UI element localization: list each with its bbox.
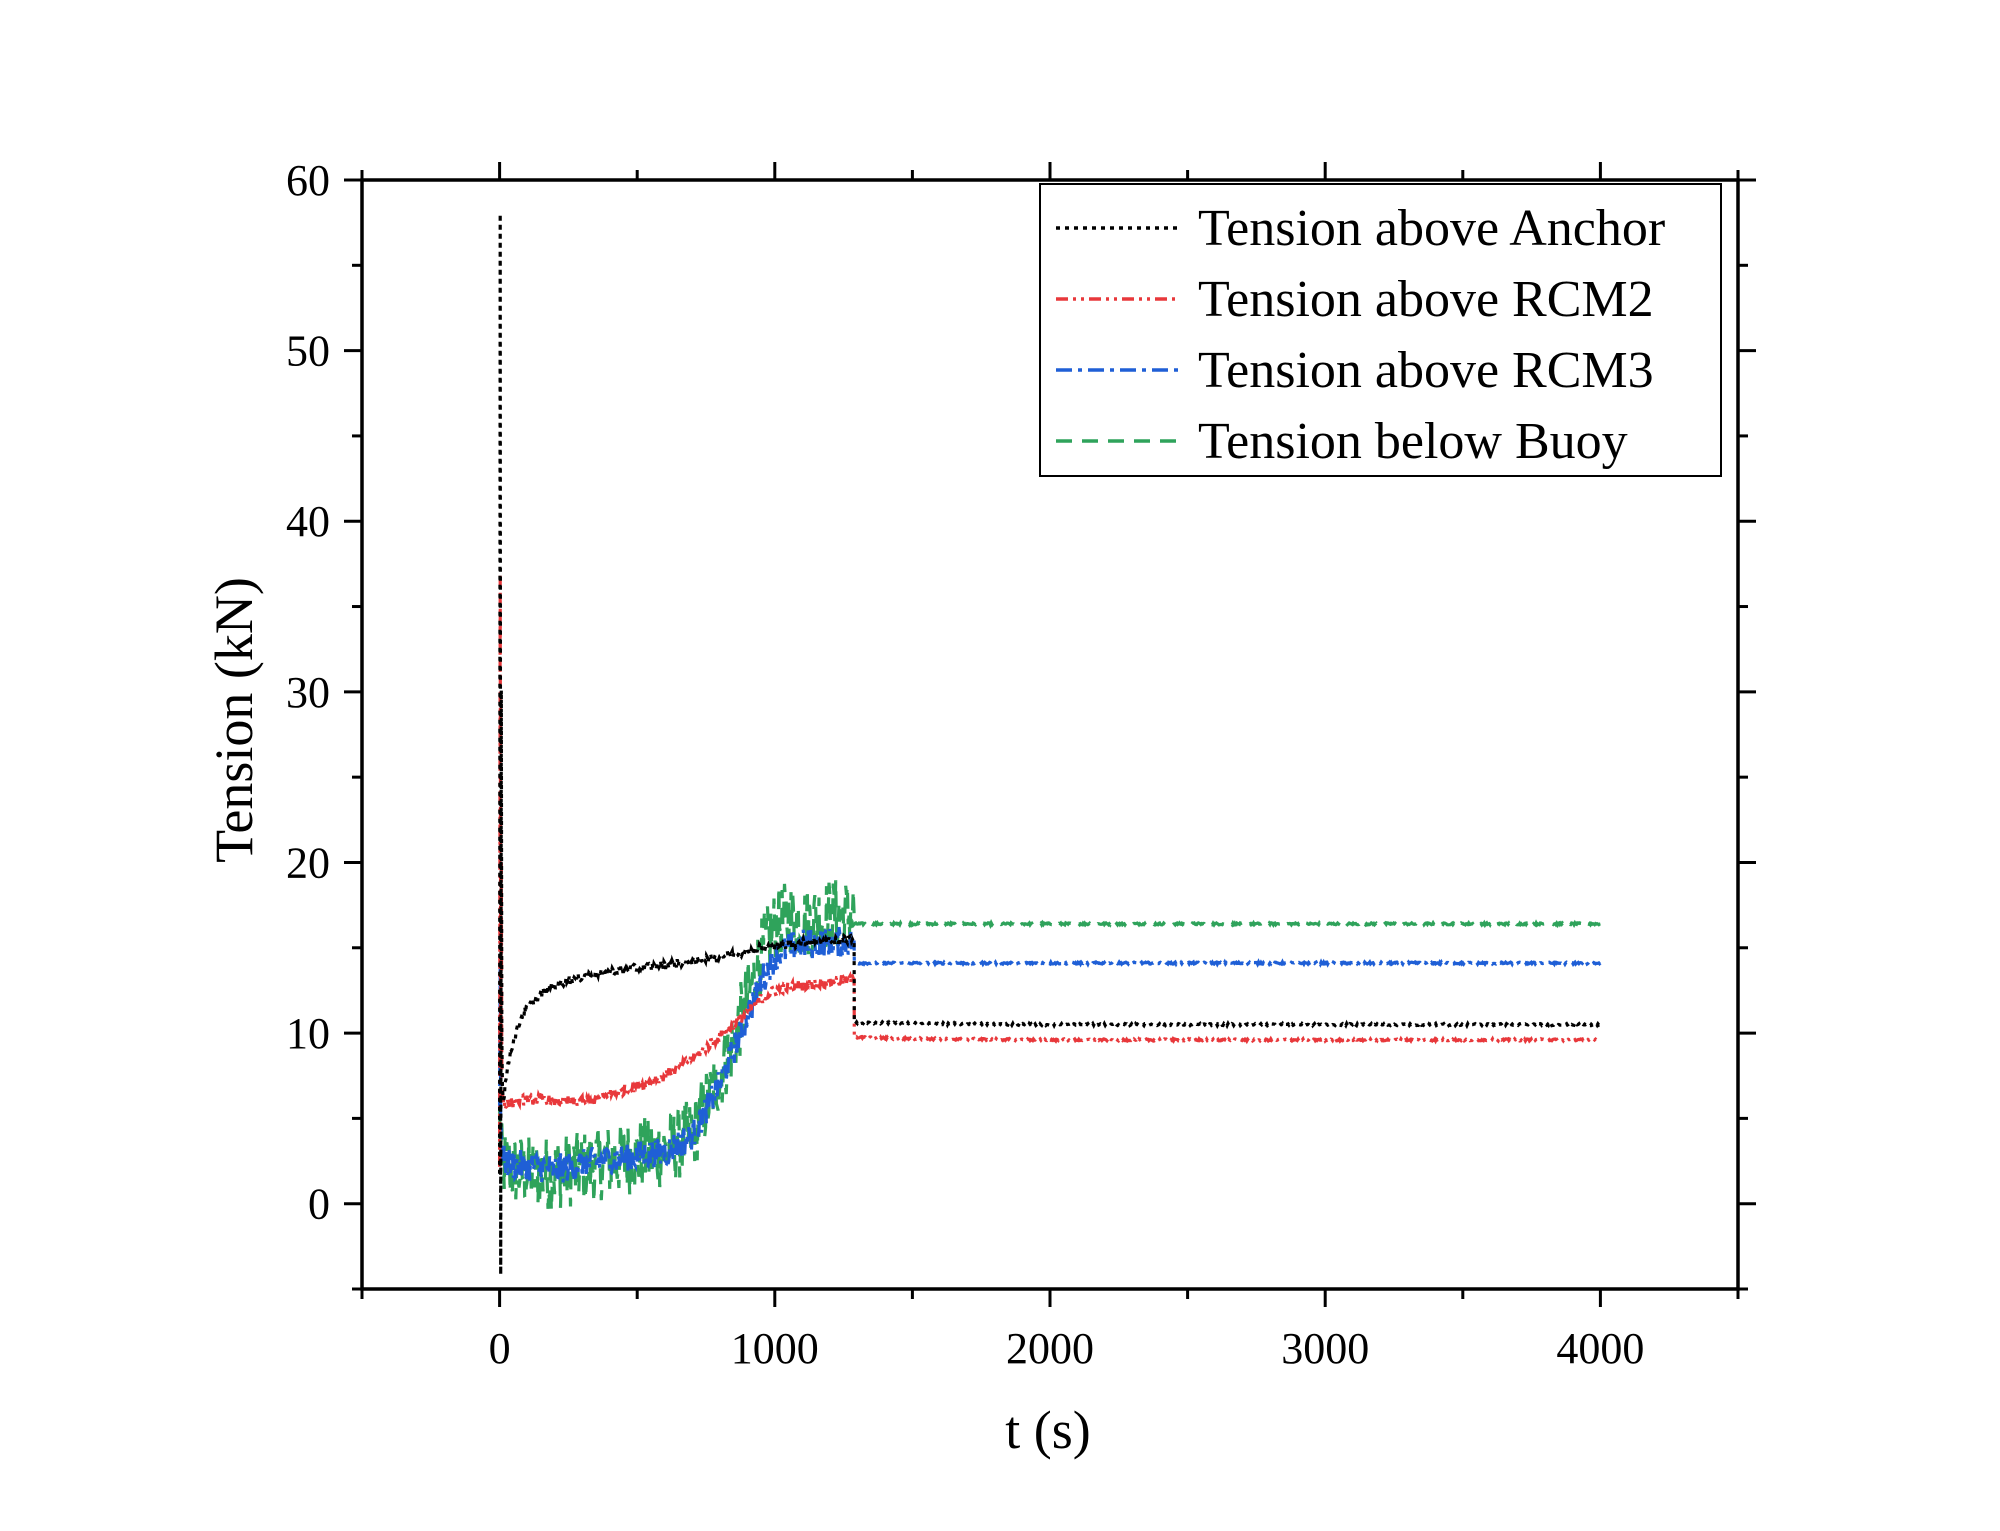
x-tick-label: 4000 xyxy=(1556,1324,1644,1373)
legend-box xyxy=(1039,183,1722,477)
x-axis-title: t (s) xyxy=(1005,1400,1090,1460)
y-tick-label: 10 xyxy=(286,1009,330,1058)
y-axis-title: Tension (kN) xyxy=(204,577,264,863)
legend-label-3: Tension above RCM3 xyxy=(1198,342,1654,399)
legend-label-4: Tension below Buoy xyxy=(1198,413,1628,470)
y-tick-label: 20 xyxy=(286,838,330,887)
legend-label-1: Tension above Anchor xyxy=(1198,200,1665,257)
series-line-3 xyxy=(498,926,1602,1184)
y-tick-label: 0 xyxy=(308,1180,330,1229)
legend: Tension above Anchor Tension above RCM2 Te… xyxy=(1039,183,1722,477)
series-line-1 xyxy=(498,213,1601,1275)
y-tick-label: 60 xyxy=(286,156,330,205)
x-tick-label: 1000 xyxy=(731,1324,819,1373)
x-tick-label: 2000 xyxy=(1006,1324,1094,1373)
y-tick-label: 50 xyxy=(286,327,330,376)
axes-layer: 0 1000 2000 3000 4000 0 10 20 30 40 50 60 xyxy=(286,156,1756,1373)
x-tick-label: 0 xyxy=(489,1324,511,1373)
legend-label-2: Tension above RCM2 xyxy=(1198,271,1654,328)
x-tick-label: 3000 xyxy=(1281,1324,1369,1373)
y-tick-label: 40 xyxy=(286,497,330,546)
data-layer xyxy=(498,213,1602,1275)
series-line-2 xyxy=(498,574,1602,1167)
y-tick-label: 30 xyxy=(286,668,330,717)
